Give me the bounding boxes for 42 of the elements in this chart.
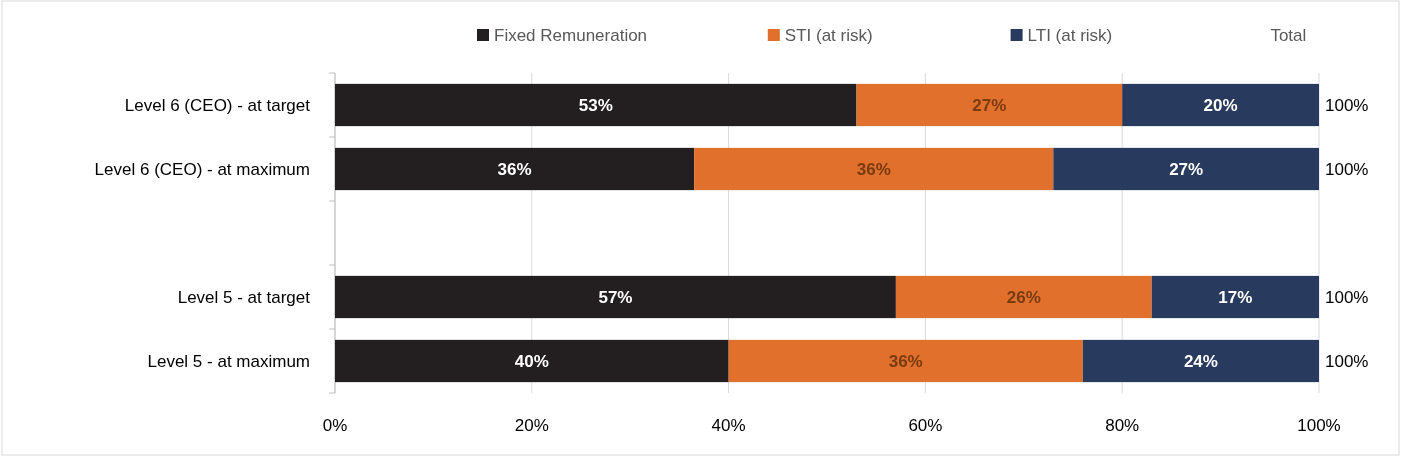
bar: [1151, 275, 1319, 319]
total-label: 100%: [1325, 351, 1369, 371]
legend-label: STI (at risk): [784, 25, 873, 45]
data-label: 57%: [598, 287, 633, 307]
data-label: 53%: [578, 95, 613, 115]
x-tick-label: 80%: [1105, 415, 1140, 435]
bar: [335, 83, 857, 127]
bar: [1053, 147, 1319, 191]
x-tick-label: 0%: [322, 415, 348, 435]
total-label: 100%: [1325, 159, 1369, 179]
bar: [1082, 339, 1319, 383]
y-tick-label: Level 6 (CEO) - at maximum: [94, 159, 310, 179]
data-label: 26%: [1006, 287, 1041, 307]
data-label: 24%: [1183, 351, 1218, 371]
legend-label: LTI (at risk): [1027, 25, 1113, 45]
x-tick-label: 60%: [908, 415, 943, 435]
bar: [856, 83, 1123, 127]
x-tick-label: 20%: [514, 415, 549, 435]
bar: [694, 147, 1054, 191]
data-label: 36%: [856, 159, 891, 179]
bar: [335, 275, 896, 319]
y-tick-label: Level 5 - at maximum: [147, 351, 310, 371]
text: Total: [1270, 25, 1307, 45]
x-tick-label: 40%: [711, 415, 746, 435]
bar: [335, 339, 729, 383]
x-tick-label: 100%: [1297, 415, 1341, 435]
bar: [335, 147, 695, 191]
data-label: 36%: [888, 351, 923, 371]
data-label: 40%: [514, 351, 549, 371]
bar: [728, 339, 1083, 383]
total-label: 100%: [1325, 95, 1369, 115]
data-label: 20%: [1203, 95, 1238, 115]
data-label: 27%: [972, 95, 1007, 115]
y-tick-label: Level 6 (CEO) - at target: [124, 95, 311, 115]
y-tick-label: Level 5 - at target: [177, 287, 311, 307]
data-label: 17%: [1218, 287, 1253, 307]
legend-label: Fixed Remuneration: [494, 25, 648, 45]
data-label: 36%: [497, 159, 532, 179]
bar: [895, 275, 1152, 319]
total-label: 100%: [1325, 287, 1369, 307]
bar: [1122, 83, 1319, 127]
data-label: 27%: [1169, 159, 1204, 179]
